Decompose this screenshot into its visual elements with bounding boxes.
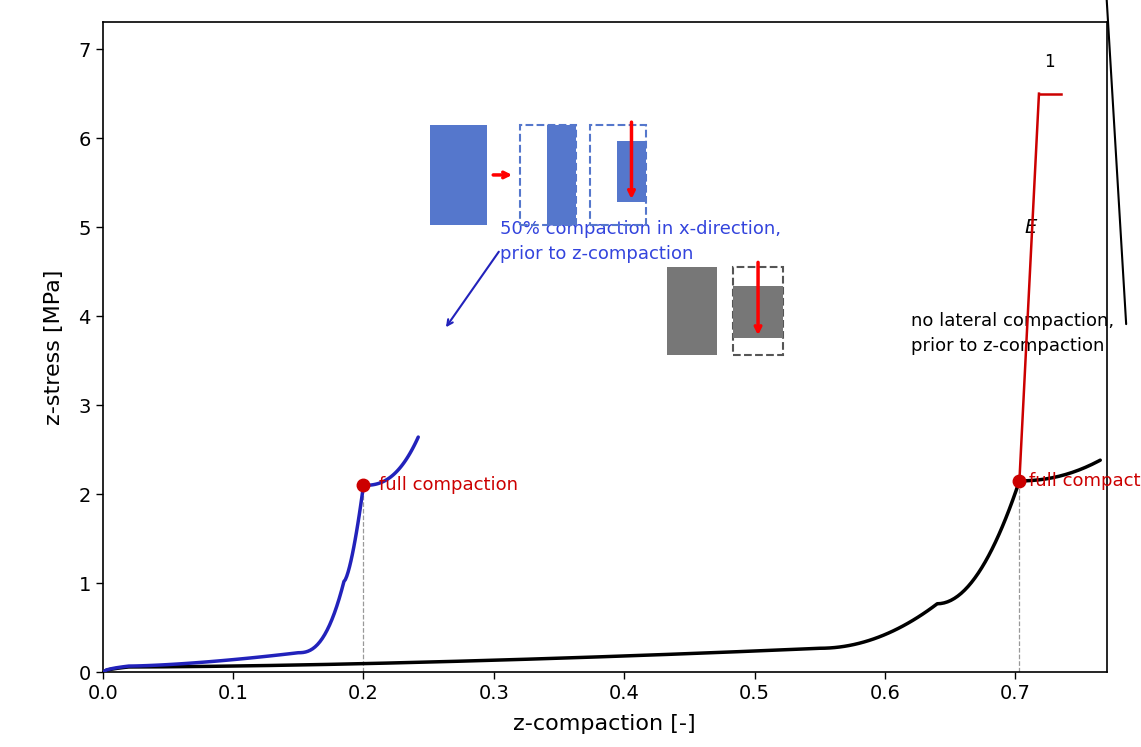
Bar — [667, 267, 718, 356]
X-axis label: z-compaction [-]: z-compaction [-] — [513, 714, 696, 734]
Bar — [520, 125, 576, 225]
Bar — [590, 125, 646, 225]
Bar — [430, 125, 487, 225]
Bar — [547, 125, 576, 225]
Text: full compaction: full compaction — [1028, 472, 1141, 490]
Text: no lateral compaction,
prior to z-compaction: no lateral compaction, prior to z-compac… — [912, 311, 1115, 355]
Text: E: E — [1025, 217, 1037, 237]
Bar — [617, 141, 646, 202]
Text: 1: 1 — [1044, 53, 1054, 72]
Y-axis label: z-stress [MPa]: z-stress [MPa] — [44, 270, 65, 425]
Bar — [733, 286, 783, 338]
Text: full compaction: full compaction — [379, 477, 518, 495]
Bar — [733, 267, 783, 356]
Text: 50% compaction in x-direction,
prior to z-compaction: 50% compaction in x-direction, prior to … — [501, 220, 782, 263]
